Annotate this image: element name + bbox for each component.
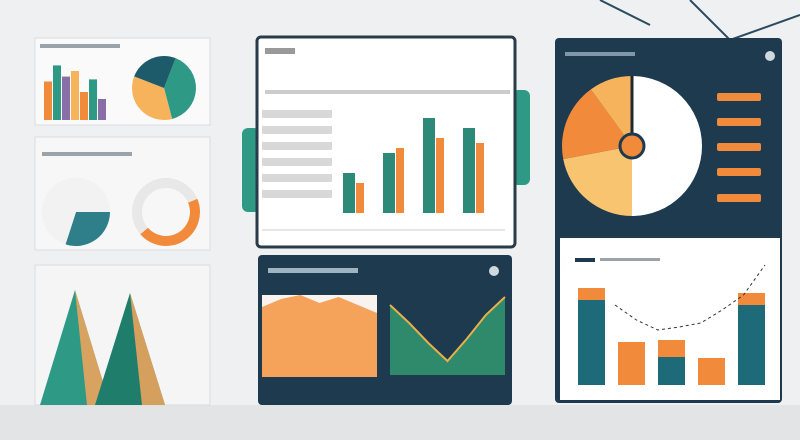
pie-slice <box>563 146 632 216</box>
bar <box>53 65 61 120</box>
legend-bar <box>717 168 761 176</box>
bar <box>356 183 364 213</box>
pie-slice <box>140 198 200 246</box>
pie-slice <box>561 89 632 160</box>
legend-bar <box>717 194 761 202</box>
bar <box>578 288 605 300</box>
list-row <box>262 126 332 134</box>
bar <box>738 293 765 305</box>
pie-center <box>618 132 646 160</box>
bar <box>476 143 484 213</box>
pie-slice <box>131 76 173 121</box>
legend-bar <box>717 143 761 151</box>
bar <box>698 358 725 385</box>
area <box>262 295 377 377</box>
pie-slice <box>134 56 176 88</box>
peak-shade <box>130 293 165 405</box>
card-heading <box>575 258 595 262</box>
legend-bar <box>717 118 761 126</box>
icon <box>765 51 775 61</box>
card-heading <box>265 48 295 54</box>
bar <box>436 138 444 213</box>
pie-slice <box>590 76 632 146</box>
card-heading <box>565 52 635 56</box>
card-heading <box>600 258 660 261</box>
bar <box>658 340 685 357</box>
list-row <box>262 158 332 166</box>
list-row <box>262 190 332 198</box>
floor <box>0 405 800 440</box>
bar <box>98 99 106 120</box>
card-heading <box>268 268 358 273</box>
legend-bar <box>717 93 761 101</box>
pie-slice <box>42 178 111 245</box>
list <box>262 110 332 198</box>
pie-slice <box>164 58 196 119</box>
line <box>389 296 506 363</box>
toolbar <box>265 90 510 94</box>
area <box>390 297 505 375</box>
bar <box>80 92 88 120</box>
bar <box>578 300 605 385</box>
line <box>614 264 766 331</box>
bar <box>658 357 685 385</box>
bar <box>343 173 355 213</box>
bar <box>383 153 395 213</box>
bar <box>62 76 70 120</box>
list-row <box>262 174 332 182</box>
card-heading <box>40 44 120 48</box>
card-heading <box>42 152 132 156</box>
peak-shade <box>75 290 110 405</box>
bar <box>71 71 79 120</box>
list-row <box>262 142 332 150</box>
pie-slice <box>632 76 702 216</box>
list-row <box>262 110 332 118</box>
pie-slice <box>131 177 198 235</box>
bar <box>463 128 475 213</box>
pie-slice <box>65 212 110 246</box>
bar <box>618 342 645 385</box>
bar <box>423 118 435 213</box>
bar <box>89 79 97 120</box>
bar <box>44 81 52 120</box>
bar <box>396 148 404 213</box>
icon <box>489 266 499 276</box>
legend <box>717 93 761 202</box>
bar <box>738 305 765 385</box>
